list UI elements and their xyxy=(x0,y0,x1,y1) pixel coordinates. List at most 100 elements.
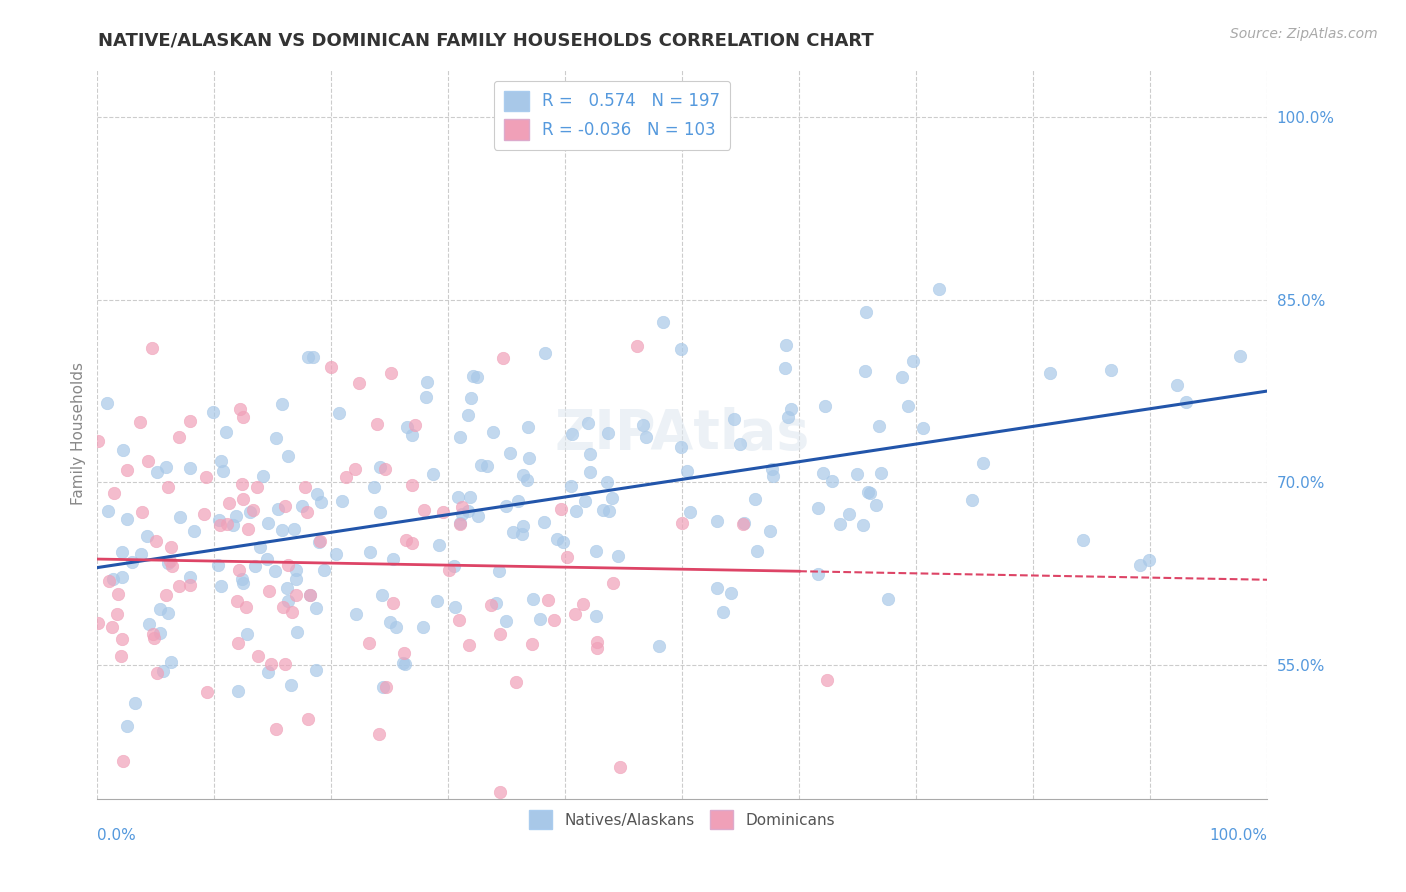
Point xyxy=(395,533,418,547)
Point xyxy=(859,486,882,500)
Point xyxy=(744,492,766,507)
Point xyxy=(633,418,655,433)
Point xyxy=(778,410,800,425)
Point xyxy=(720,586,742,600)
Point xyxy=(596,475,619,489)
Point xyxy=(228,636,250,650)
Point xyxy=(512,467,534,482)
Point xyxy=(636,430,658,444)
Point xyxy=(256,665,278,680)
Point xyxy=(856,485,879,500)
Point xyxy=(228,563,250,577)
Point xyxy=(574,494,596,508)
Point xyxy=(312,563,335,577)
Point xyxy=(249,541,271,555)
Point xyxy=(534,346,557,360)
Legend: Natives/Alaskans, Dominicans: Natives/Alaskans, Dominicans xyxy=(523,805,841,835)
Point xyxy=(449,613,471,627)
Point xyxy=(232,491,254,506)
Point xyxy=(311,494,333,508)
Point xyxy=(195,684,218,698)
Point xyxy=(112,442,135,457)
Point xyxy=(167,430,190,444)
Point xyxy=(256,516,278,530)
Point xyxy=(401,536,423,550)
Point xyxy=(136,454,159,468)
Point xyxy=(502,524,524,539)
Point xyxy=(510,527,533,541)
Point xyxy=(373,680,395,694)
Point xyxy=(294,480,316,494)
Point xyxy=(167,579,190,593)
Point xyxy=(550,502,572,516)
Point xyxy=(107,587,129,601)
Point xyxy=(276,581,298,595)
Point xyxy=(208,513,231,527)
Point xyxy=(271,599,294,614)
Point xyxy=(209,454,232,468)
Point xyxy=(135,529,157,543)
Point xyxy=(145,533,167,548)
Point xyxy=(160,655,183,669)
Point xyxy=(142,626,165,640)
Point xyxy=(228,401,250,416)
Point xyxy=(111,544,134,558)
Point xyxy=(146,665,169,680)
Point xyxy=(868,418,890,433)
Point xyxy=(451,507,474,521)
Point xyxy=(551,535,574,549)
Point xyxy=(897,399,920,413)
Point xyxy=(855,305,877,319)
Point xyxy=(557,549,579,564)
Point xyxy=(87,616,110,631)
Point xyxy=(297,712,319,726)
Point xyxy=(256,551,278,566)
Point xyxy=(155,460,177,475)
Point xyxy=(374,680,396,694)
Point xyxy=(1137,553,1160,567)
Point xyxy=(231,476,253,491)
Point xyxy=(891,370,914,384)
Point xyxy=(103,573,125,587)
Point xyxy=(309,533,332,548)
Point xyxy=(157,606,180,620)
Point xyxy=(762,469,785,483)
Point xyxy=(759,524,782,539)
Point xyxy=(422,467,444,481)
Point xyxy=(103,486,125,500)
Point xyxy=(586,635,609,649)
Point xyxy=(284,588,307,602)
Point xyxy=(305,601,328,615)
Point xyxy=(439,563,461,577)
Point xyxy=(274,657,297,671)
Point xyxy=(564,607,586,622)
Point xyxy=(609,760,631,774)
Point xyxy=(319,360,342,375)
Point xyxy=(543,613,565,627)
Point xyxy=(470,458,492,472)
Point xyxy=(366,417,388,432)
Point xyxy=(179,414,201,428)
Point xyxy=(155,588,177,602)
Point xyxy=(458,638,481,652)
Point xyxy=(236,626,259,640)
Point xyxy=(232,409,254,424)
Point xyxy=(259,657,281,671)
Point xyxy=(101,620,124,634)
Point xyxy=(264,431,287,445)
Text: NATIVE/ALASKAN VS DOMINICAN FAMILY HOUSEHOLDS CORRELATION CHART: NATIVE/ALASKAN VS DOMINICAN FAMILY HOUSE… xyxy=(98,31,875,49)
Point xyxy=(564,504,586,518)
Point xyxy=(212,464,235,478)
Point xyxy=(105,607,128,621)
Point xyxy=(226,684,249,698)
Point xyxy=(711,605,734,619)
Point xyxy=(830,516,852,531)
Point xyxy=(207,558,229,572)
Point xyxy=(295,505,318,519)
Point xyxy=(733,516,755,531)
Point xyxy=(382,552,405,566)
Point xyxy=(723,411,745,425)
Point xyxy=(747,544,769,558)
Point xyxy=(225,509,247,524)
Point xyxy=(193,507,215,521)
